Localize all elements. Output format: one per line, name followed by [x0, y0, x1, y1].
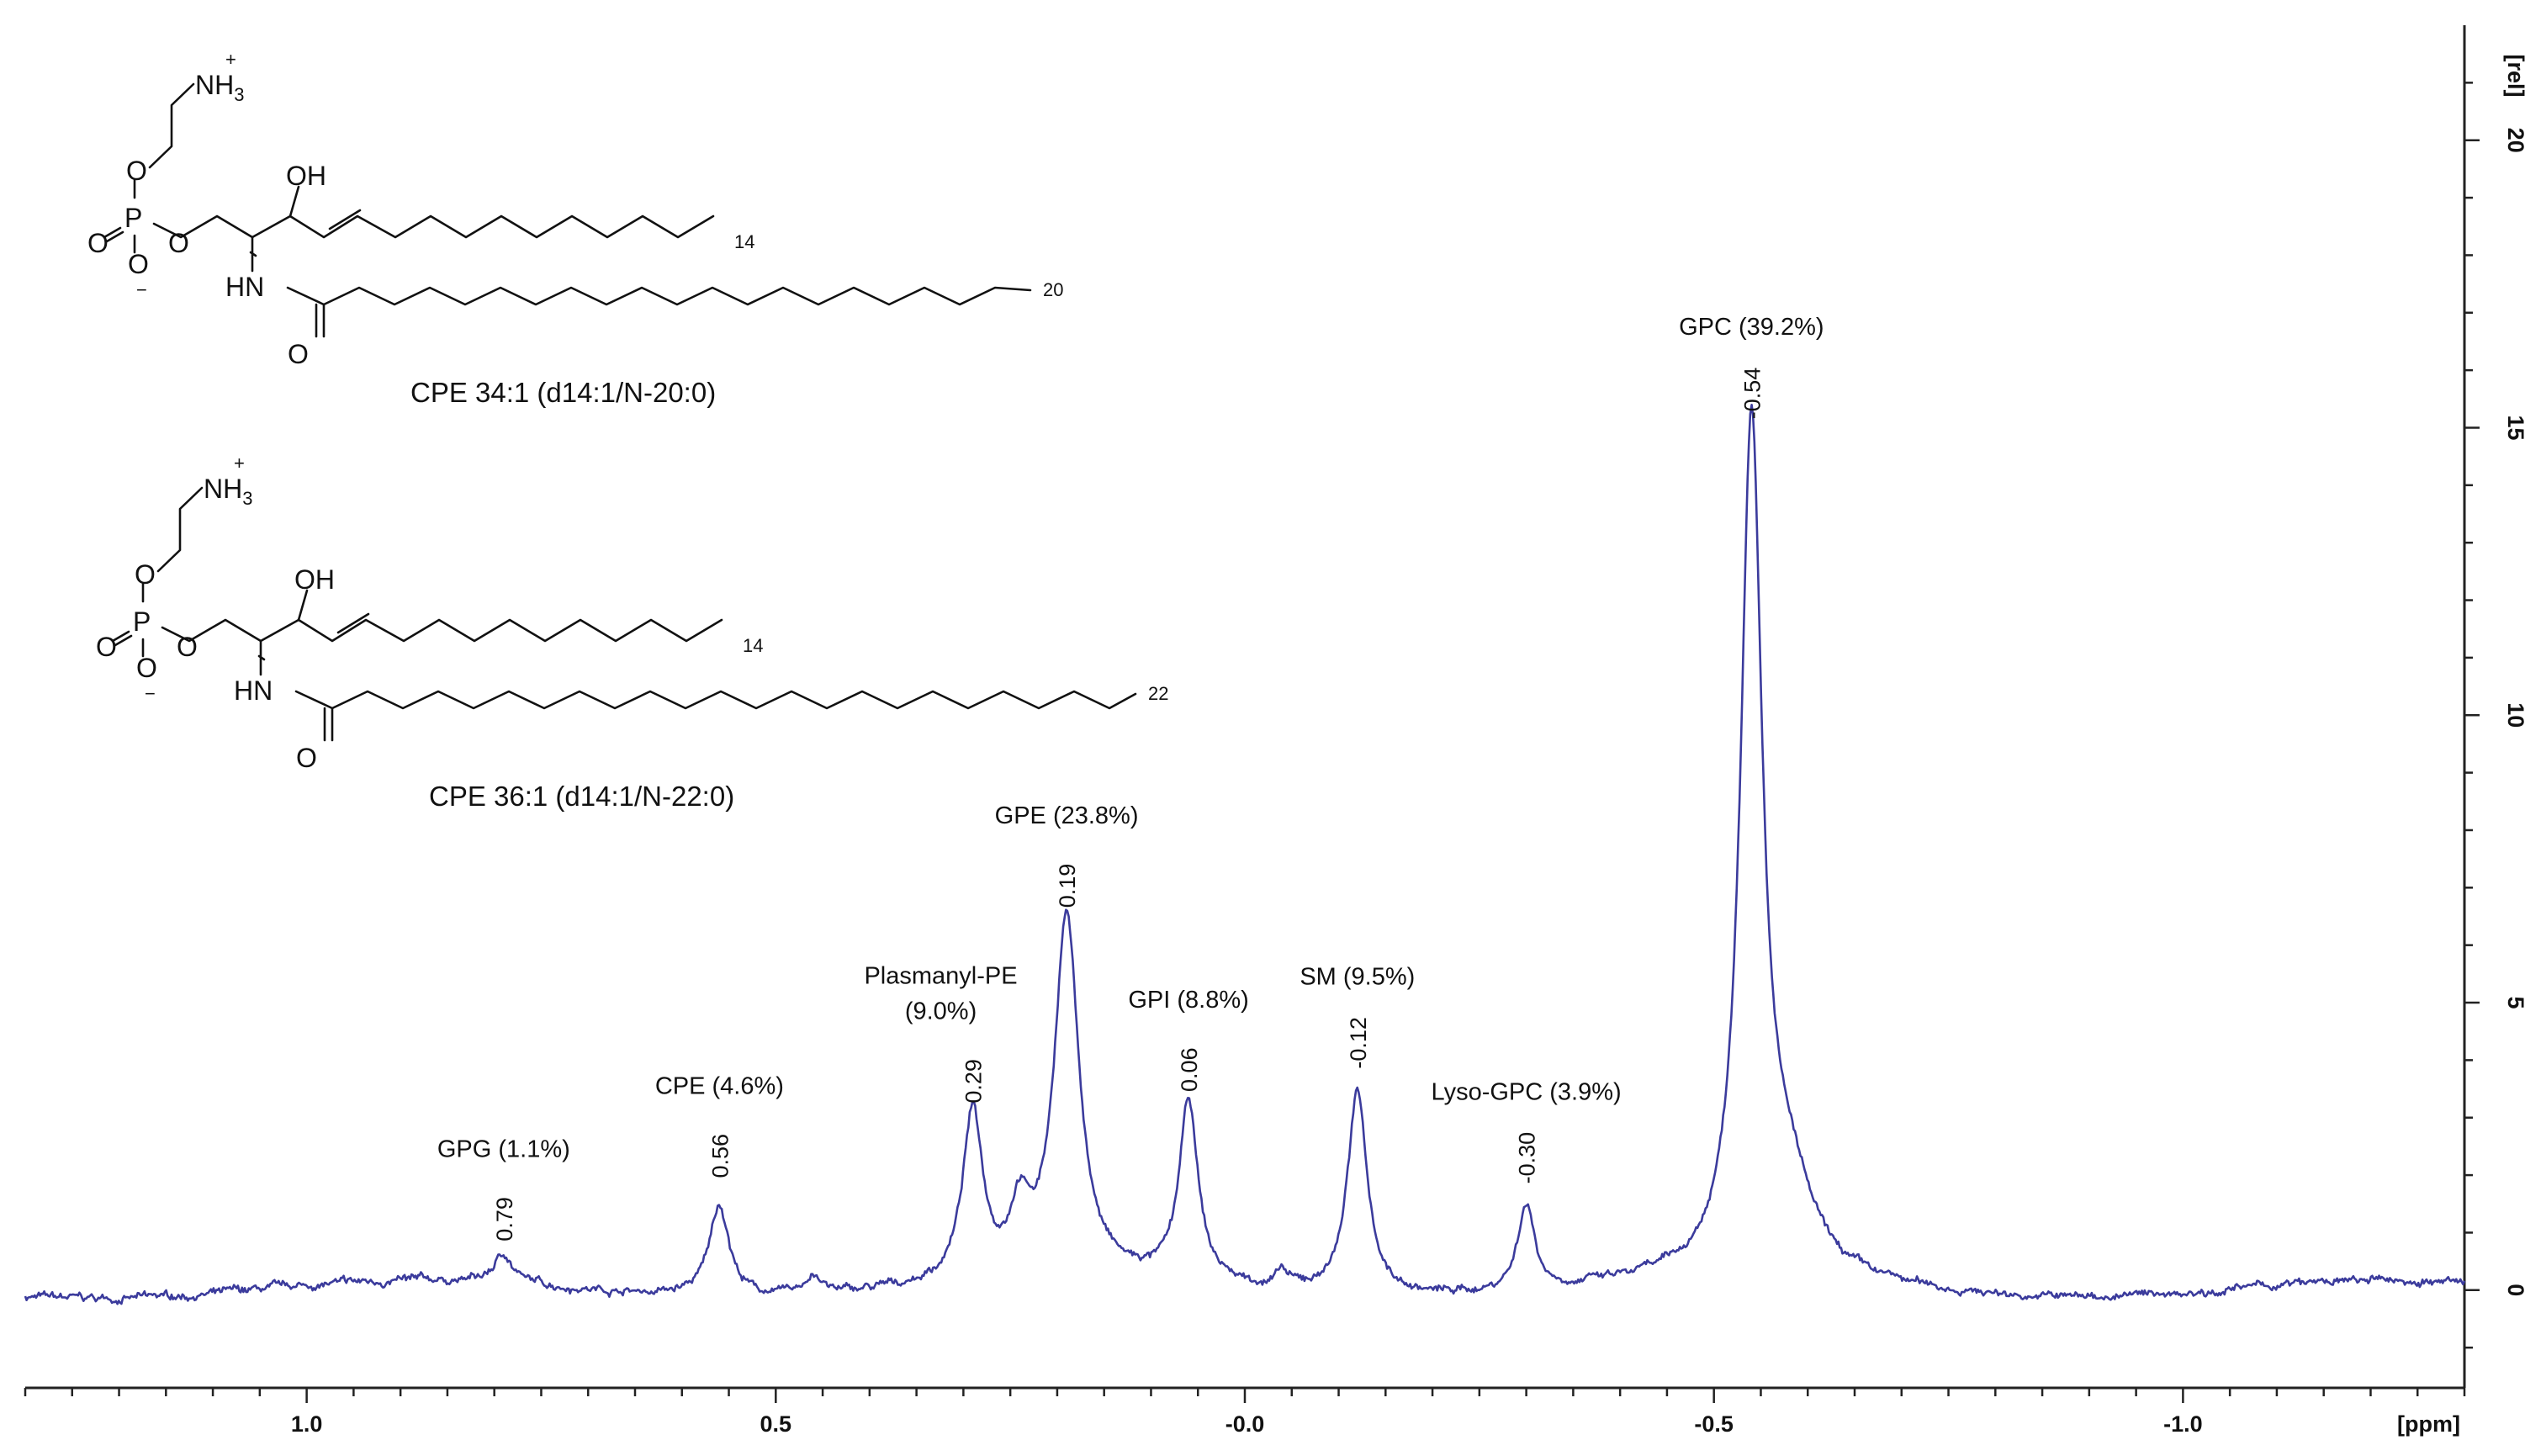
- fatty-acyl-chain-bond: [294, 690, 1137, 710]
- hydroxyl-bond: [288, 185, 300, 218]
- anionic-oxygen: O: [136, 653, 157, 683]
- x-tick-label: 1.0: [291, 1411, 323, 1437]
- phosphoryl-double-bond: [103, 226, 124, 243]
- phosphorus-atom: P: [133, 606, 151, 637]
- ester-oxygen-1: O: [126, 156, 147, 186]
- axes: 1.0 0.5 -0.0 -0.5 -1.0 [ppm] 0 5 10 15 20 [rel]: [24, 25, 2525, 1437]
- trans-double-bond: [336, 612, 370, 634]
- peak-shift-label: -0.12: [1346, 1017, 1371, 1069]
- x-tick-label: -1.0: [2163, 1411, 2203, 1437]
- y-tick-label: 5: [2503, 997, 2525, 1009]
- carbonyl-bond: [323, 707, 334, 742]
- phosphoryl-oxygen: O: [87, 228, 109, 258]
- spectrum: [24, 403, 2466, 1305]
- ammonium-charge: +: [225, 49, 236, 70]
- amide-nh: HN: [225, 272, 264, 302]
- hydroxyl-group: OH: [286, 161, 326, 191]
- anionic-oxygen: O: [128, 249, 149, 279]
- ester-oxygen-2: O: [177, 632, 198, 662]
- chain2-length: 20: [1043, 279, 1063, 300]
- structure-cpe-34-1: NH3 + O P O O − O OH HN O 14 20 CPE 34:1…: [87, 49, 1063, 408]
- amide-bond: [249, 236, 257, 273]
- ammonium-group: NH3: [204, 474, 252, 509]
- x-axis-unit: [ppm]: [2397, 1411, 2460, 1437]
- phosphoryl-double-bond: [111, 630, 133, 647]
- peak-name-label: GPE (23.8%): [995, 802, 1139, 829]
- phosphate-bond: [133, 177, 254, 254]
- carbonyl-bond: [315, 303, 326, 338]
- peak-name-label: GPI (8.8%): [1128, 987, 1248, 1014]
- phosphorus-atom: P: [124, 203, 142, 233]
- ester-oxygen-2: O: [168, 228, 189, 258]
- phosphate-bond: [141, 581, 262, 658]
- y-axis-unit: [rel]: [2503, 54, 2525, 97]
- x-tick-label: -0.5: [1694, 1411, 1734, 1437]
- structure-caption: CPE 34:1 (d14:1/N-20:0): [410, 377, 716, 408]
- amide-bond: [257, 639, 266, 676]
- hydroxyl-bond: [297, 589, 309, 622]
- carbonyl-oxygen: O: [296, 743, 317, 773]
- anion-charge: −: [136, 279, 147, 300]
- peak-name-label: Lyso-GPC (3.9%): [1432, 1078, 1622, 1105]
- peak-name-label: GPG (1.1%): [437, 1136, 570, 1163]
- peak-name-label: GPC (39.2%): [1679, 314, 1824, 341]
- peak-shift-label: 0.29: [961, 1059, 987, 1104]
- peak-shift-label: -0.30: [1515, 1132, 1540, 1184]
- chain1-length: 14: [734, 231, 754, 252]
- sphingoid-chain-bond: [259, 618, 723, 643]
- y-tick-label: 10: [2503, 702, 2525, 728]
- anion-charge: −: [145, 683, 156, 704]
- chain2-length: 22: [1148, 683, 1168, 704]
- structure-cpe-36-1: NH3 + O P O O − O OH HN O 14 22 CPE 36:1…: [96, 453, 1168, 812]
- ammonium-charge: +: [234, 453, 245, 474]
- peak-shift-label: 0.79: [492, 1197, 517, 1242]
- structure-caption: CPE 36:1 (d14:1/N-22:0): [429, 781, 734, 812]
- y-tick-label: 0: [2503, 1284, 2525, 1296]
- ammonium-group: NH3: [195, 70, 244, 105]
- sphingoid-chain-bond: [251, 214, 715, 239]
- chain1-length: 14: [743, 635, 763, 656]
- fatty-acyl-chain-bond: [286, 286, 1032, 306]
- x-tick-label: -0.0: [1225, 1411, 1265, 1437]
- ester-oxygen-1: O: [135, 559, 156, 590]
- ethanolamine-bond: [156, 486, 204, 573]
- hydroxyl-group: OH: [294, 564, 335, 595]
- peak-name-label: SM (9.5%): [1300, 964, 1415, 991]
- phosphoryl-oxygen: O: [96, 632, 117, 662]
- x-tick-label: 0.5: [760, 1411, 792, 1437]
- y-tick-label: 20: [2503, 128, 2525, 153]
- peak-name-label: Plasmanyl-PE: [864, 963, 1017, 990]
- spectrum-line: [24, 403, 2466, 1305]
- ethanolamine-bond: [148, 82, 195, 169]
- carbonyl-oxygen: O: [288, 339, 309, 369]
- peak-shift-label: -0.54: [1739, 368, 1765, 420]
- peak-shift-label: 0.56: [707, 1134, 733, 1178]
- trans-double-bond: [328, 209, 362, 230]
- amide-nh: HN: [234, 675, 273, 706]
- peak-labels: 0.79 GPG (1.1%) 0.56 CPE (4.6%) 0.29 Plasmany…: [437, 314, 1824, 1241]
- y-tick-label: 15: [2503, 415, 2525, 440]
- peak-shift-label: 0.19: [1055, 864, 1080, 908]
- peak-name-label: CPE (4.6%): [655, 1073, 784, 1100]
- peak-name-label: (9.0%): [905, 998, 977, 1025]
- peak-shift-label: 0.06: [1177, 1047, 1202, 1092]
